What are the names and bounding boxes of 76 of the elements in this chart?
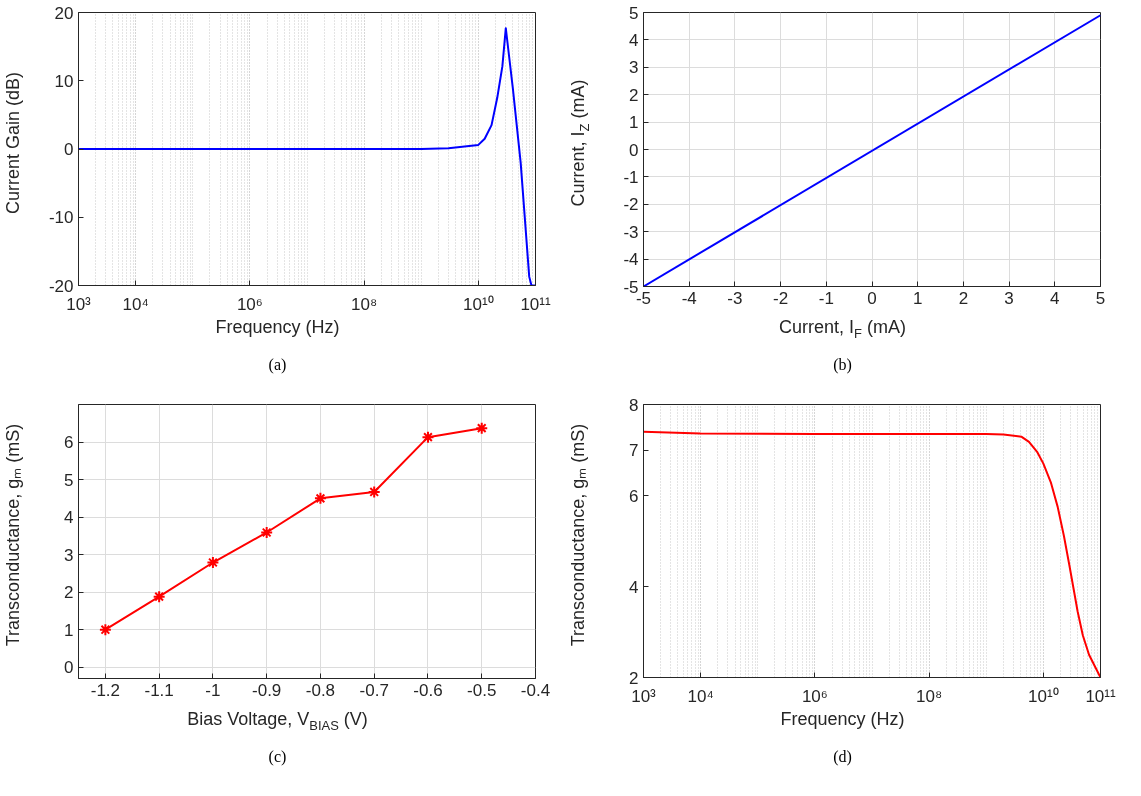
x-tick-label: 10⁴ [122, 294, 149, 314]
y-tick-label: 5 [629, 3, 639, 23]
x-tick-label: 10⁸ [351, 294, 378, 314]
y-tick-label: 5 [64, 470, 74, 490]
point [475, 421, 489, 435]
y-tick-label: 7 [629, 441, 639, 460]
y-axis-title: Transconductance, gₘ (mS) [567, 422, 589, 649]
point [260, 525, 274, 539]
y-tick-label: 2 [629, 85, 639, 105]
text: (c) [267, 747, 288, 768]
y-tick-label: 8 [629, 395, 639, 415]
point [313, 491, 327, 505]
x-tick-label: -1 [818, 288, 834, 308]
point [421, 430, 435, 444]
x-tick-label: -3 [727, 288, 743, 308]
x-tick-label: -0.4 [520, 680, 551, 700]
y-tick-label: -20 [48, 276, 74, 296]
x-tick-label: -1.1 [144, 680, 174, 700]
y-tick-label: 6 [64, 433, 74, 453]
x-tick-label: 10¹¹ [520, 294, 551, 314]
y-tick-label: 10 [54, 71, 74, 91]
x-tick-label: 10⁸ [916, 686, 943, 706]
y-axis-title: Current Gain (dB) [2, 70, 24, 217]
x-tick-label: 10¹⁰ [1028, 686, 1059, 706]
x-tick-label: -0.8 [305, 680, 336, 700]
x-tick-label: 10³ [66, 294, 92, 314]
y-tick-label: -10 [48, 208, 74, 228]
text: (d) [832, 747, 853, 768]
point [367, 485, 381, 499]
x-tick-label: 10⁶ [236, 294, 263, 314]
x-tick-label: 0 [867, 288, 877, 308]
x-tick-label: -1 [205, 680, 221, 700]
x-tick-label: 4 [1050, 288, 1060, 308]
y-tick-label: -2 [623, 195, 639, 215]
y-tick-label: -3 [623, 222, 639, 242]
x-tick-label: -1.2 [90, 680, 121, 700]
x-axis-title: Current, I$_{F}$ (mA) [778, 316, 907, 343]
y-tick-label: 3 [64, 545, 74, 565]
x-tick-label: 2 [958, 288, 969, 308]
y-tick-label: 2 [64, 583, 74, 603]
y-tick-label: -1 [623, 167, 639, 187]
x-axis-title: Frequency (Hz) [214, 316, 341, 338]
x-axis-title: Bias Voltage, V$_{BIAS}$ (V) [186, 708, 369, 735]
x-tick-label: 3 [1004, 288, 1014, 308]
x-axis-title: Frequency (Hz) [779, 708, 906, 730]
x-tick-label: -0.5 [467, 680, 497, 700]
y-tick-label: 4 [629, 30, 639, 50]
y-tick-label: 0 [64, 140, 74, 159]
x-tick-label: 10¹¹ [1085, 686, 1116, 706]
y-tick-label: 20 [54, 3, 74, 23]
x-tick-label: 10³ [631, 686, 657, 706]
x-tick-label: -2 [773, 288, 789, 308]
x-tick-label: -0.7 [359, 680, 389, 700]
y-tick-label: 4 [64, 508, 74, 528]
x-tick-label: -0.6 [413, 680, 443, 700]
x-tick-label: 5 [1095, 288, 1106, 308]
y-tick-label: 1 [64, 620, 74, 640]
y-tick-label: 3 [629, 58, 639, 78]
point [98, 623, 112, 637]
x-tick-label: 1 [912, 288, 923, 308]
x-tick-label: -4 [681, 288, 697, 308]
y-tick-label: 0 [64, 658, 74, 678]
x-tick-label: -0.9 [252, 680, 282, 700]
point [206, 556, 220, 570]
text: (b) [832, 355, 853, 376]
y-tick-label: 4 [629, 577, 639, 597]
x-tick-label: 10⁴ [687, 686, 714, 706]
x-tick-label: 10¹⁰ [463, 294, 494, 314]
x-tick-label: 10⁶ [801, 686, 828, 706]
text: (a) [267, 355, 288, 376]
y-axis-title: Transconductance, gₘ (mS) [2, 422, 24, 649]
y-tick-label: 1 [629, 113, 639, 133]
point [152, 590, 166, 604]
y-tick-label: 6 [629, 486, 639, 506]
y-tick-label: 0 [629, 140, 639, 160]
y-tick-label: -4 [623, 250, 639, 270]
